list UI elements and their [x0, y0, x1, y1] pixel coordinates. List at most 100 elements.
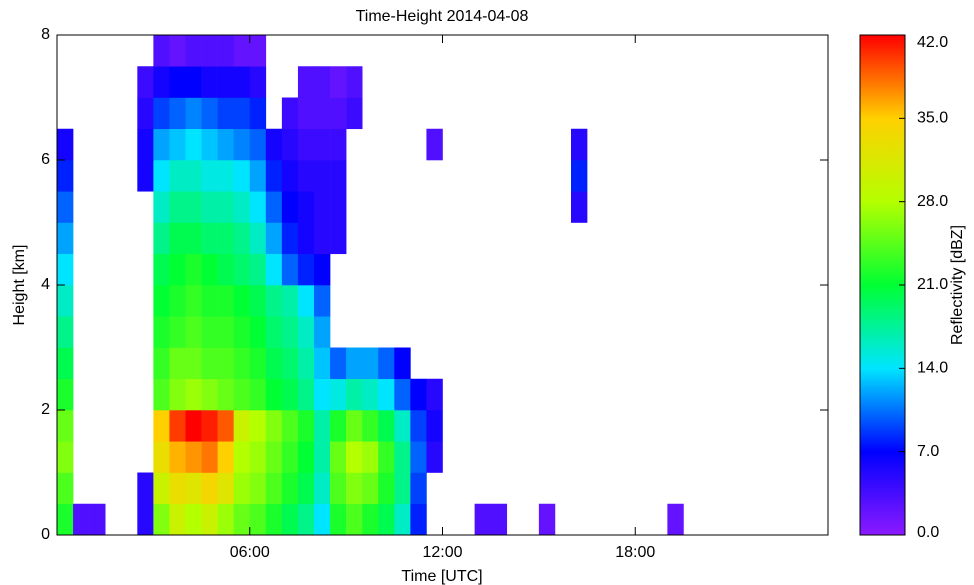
heat-cell	[185, 160, 202, 192]
heat-cell	[153, 285, 170, 317]
heat-cell	[185, 35, 202, 67]
heat-cell	[297, 253, 315, 286]
heat-cell	[233, 160, 251, 192]
heat-cell	[667, 503, 684, 536]
heat-cell	[394, 441, 411, 473]
heat-cell	[169, 410, 186, 442]
heat-cell	[297, 160, 315, 192]
heat-cell	[281, 472, 299, 505]
heat-cell	[137, 160, 154, 192]
heat-cell	[265, 378, 283, 411]
heat-cell	[185, 316, 202, 348]
heat-cell	[410, 410, 427, 442]
heat-cell	[378, 503, 395, 536]
heat-cell	[265, 316, 283, 348]
heat-cell	[378, 410, 395, 442]
heat-cell	[314, 160, 331, 192]
heat-cell	[330, 128, 347, 161]
heat-cell	[57, 347, 74, 380]
heat-cell	[169, 160, 186, 192]
y-tick-label: 6	[41, 151, 50, 168]
heat-cell	[346, 503, 363, 536]
heat-cell	[201, 347, 218, 380]
heat-cell	[169, 253, 186, 286]
heat-cell	[217, 472, 234, 505]
colorbar-label: Reflectivity [dBZ]	[949, 225, 966, 345]
heat-cell	[362, 347, 379, 380]
heat-cell	[281, 285, 299, 317]
heat-cell	[378, 378, 395, 411]
heat-cell	[394, 410, 411, 442]
heat-cell	[490, 503, 508, 536]
heat-cell	[153, 253, 170, 286]
heat-cell	[185, 191, 202, 223]
heat-cell	[201, 160, 218, 192]
heat-cell	[185, 378, 202, 411]
heat-cell	[265, 253, 283, 286]
heat-cell	[169, 222, 186, 255]
heat-cell	[233, 378, 251, 411]
heat-cell	[217, 35, 234, 67]
heat-cell	[233, 316, 251, 348]
heat-cell	[297, 222, 315, 255]
heat-cell	[217, 160, 234, 192]
y-axis-label: Height [km]	[11, 245, 28, 326]
heat-cell	[297, 66, 315, 98]
heat-cell	[571, 128, 588, 161]
heat-cell	[153, 410, 170, 442]
heat-cell	[314, 253, 331, 286]
heat-cell	[185, 253, 202, 286]
heat-cell	[217, 441, 234, 473]
heat-cell	[281, 347, 299, 380]
heat-cell	[346, 441, 363, 473]
heat-cell	[169, 441, 186, 473]
heat-cell	[297, 410, 315, 442]
heat-cell	[330, 441, 347, 473]
heat-cell	[249, 316, 267, 348]
heat-cell	[314, 191, 331, 223]
heat-cell	[185, 503, 202, 536]
heat-cell	[153, 160, 170, 192]
heat-cell	[89, 503, 106, 536]
heat-cell	[297, 97, 315, 130]
heat-cell	[185, 66, 202, 98]
heat-cell	[169, 97, 186, 130]
heat-cell	[426, 441, 443, 473]
heat-cell	[233, 128, 251, 161]
heat-cell	[201, 35, 218, 67]
heat-cell	[410, 472, 427, 505]
heat-cell	[410, 441, 427, 473]
heat-cell	[281, 410, 299, 442]
heat-cell	[426, 128, 443, 161]
heat-cell	[201, 128, 218, 161]
heat-cell	[153, 441, 170, 473]
heat-cell	[265, 410, 283, 442]
heat-cell	[57, 503, 74, 536]
colorbar-tick-label: 35.0	[917, 110, 948, 127]
heat-cell	[201, 191, 218, 223]
heat-cell	[265, 472, 283, 505]
heat-cell	[362, 503, 379, 536]
heat-cell	[201, 503, 218, 536]
heat-cell	[57, 378, 74, 411]
heat-cell	[249, 128, 267, 161]
heat-cell	[233, 472, 251, 505]
heat-cell	[201, 472, 218, 505]
heat-cell	[57, 160, 74, 192]
heat-cell	[217, 191, 234, 223]
heat-cell	[249, 285, 267, 317]
heat-cell	[185, 222, 202, 255]
heat-cell	[153, 378, 170, 411]
heat-cell	[346, 66, 363, 98]
y-tick-label: 8	[41, 26, 50, 43]
heat-cell	[378, 472, 395, 505]
heat-cell	[153, 503, 170, 536]
heat-cell	[378, 347, 395, 380]
heat-cell	[362, 472, 379, 505]
heat-cell	[314, 128, 331, 161]
heat-cell	[265, 191, 283, 223]
heat-cell	[185, 472, 202, 505]
heat-cell	[169, 472, 186, 505]
heat-cell	[249, 160, 267, 192]
